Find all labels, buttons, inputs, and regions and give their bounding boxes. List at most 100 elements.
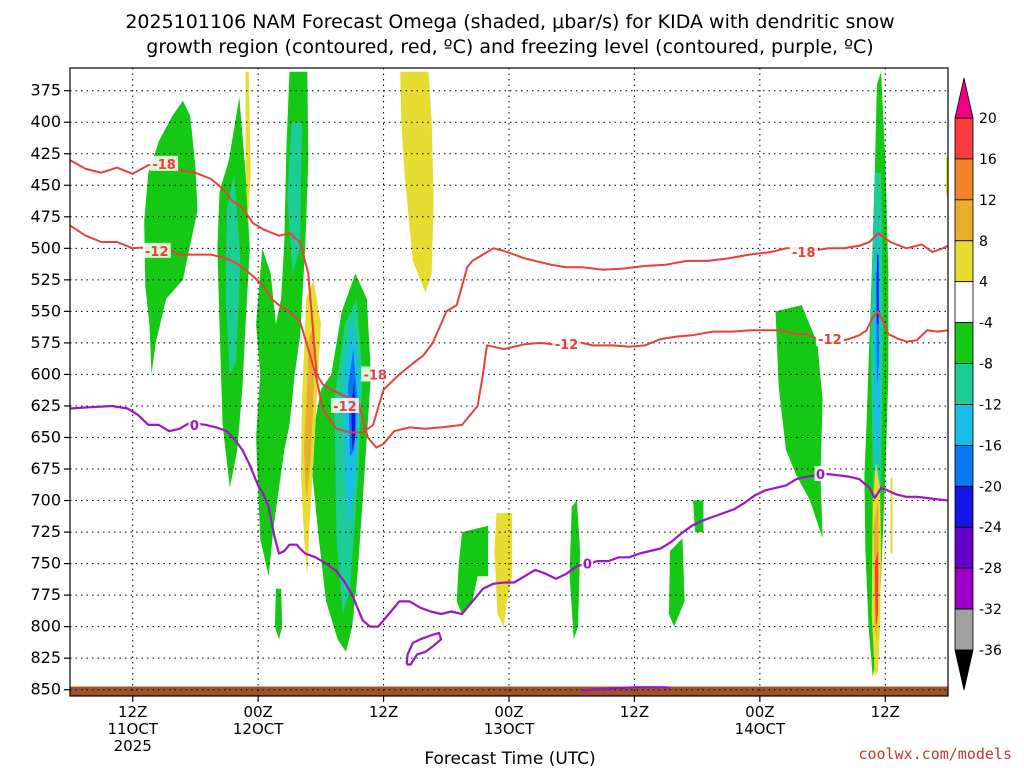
purple-contour-label-2-bg: [581, 555, 594, 571]
omega-region-11: [225, 172, 241, 375]
omega-region-25: [304, 324, 315, 501]
y-tick-label-525: 525: [30, 270, 61, 289]
purple-contour-label-3-bg: [814, 466, 827, 482]
red-contour-label-3-bg: [361, 366, 390, 382]
y-tick-label-575: 575: [30, 333, 61, 352]
y-tick-label-500: 500: [30, 238, 61, 257]
omega-region-20: [876, 254, 879, 324]
x-tick-label-42-2: 13OCT: [484, 720, 535, 738]
ground-fill: [70, 686, 948, 696]
red-contour-label-7-bg: [815, 331, 844, 347]
colorbar-band-4-8: [954, 240, 974, 283]
colorbar-label-20: 20: [979, 111, 997, 127]
red-contour-label-6: -18: [792, 246, 816, 261]
colorbar-label-16: 16: [979, 152, 997, 168]
omega-region-23: [494, 513, 513, 627]
omega-shading: [144, 71, 948, 678]
ground-layer: [70, 686, 948, 696]
colorbar-band--32--28: [954, 567, 974, 610]
y-tick-label-600: 600: [30, 364, 61, 383]
red-contour-label-7: -12: [818, 333, 842, 348]
colorbar-label--36: -36: [979, 643, 1002, 659]
colorbar-band--20--16: [954, 444, 974, 487]
y-tick-label-625: 625: [30, 396, 61, 415]
omega-region-31: [274, 588, 283, 640]
colorbar-label--24: -24: [979, 520, 1002, 536]
y-tick-label-450: 450: [30, 175, 61, 194]
x-tick-label-54-1: 12Z: [620, 703, 649, 721]
omega-region-7: [775, 305, 823, 539]
x-tick-label-18-1: 00Z: [243, 703, 272, 721]
omega-region-10: [693, 500, 704, 533]
purple-contour-label-3: 0: [816, 468, 825, 483]
x-tick-label-42-1: 00Z: [494, 703, 523, 721]
red-contour-label-3: -18: [363, 368, 387, 383]
y-tick-label-400: 400: [30, 112, 61, 131]
chart-title-line-2: growth region (contoured, red, ºC) and f…: [146, 36, 873, 58]
colorbar-label-12: 12: [979, 193, 997, 209]
red-contour-label-5: -12: [555, 338, 579, 353]
red-contour-label-2-bg: [142, 242, 171, 258]
x-tick-label-6-1: 12Z: [118, 703, 147, 721]
purple-contour-1: [70, 404, 948, 628]
x-tick-label-30-1: 12Z: [369, 703, 398, 721]
colorbar-band--4-4: [954, 281, 974, 324]
y-tick-label-700: 700: [30, 491, 61, 510]
colorbar-band--36--32: [954, 608, 974, 651]
omega-region-22: [400, 71, 434, 293]
colorbar-label--28: -28: [979, 561, 1002, 577]
y-tick-label-850: 850: [30, 680, 61, 699]
colorbar-label--16: -16: [979, 438, 1002, 454]
colorbar-band--24--20: [954, 485, 974, 528]
y-tick-label-775: 775: [30, 585, 61, 604]
omega-region-5: [456, 525, 489, 614]
red-contour-label-1: -18: [152, 158, 176, 173]
red-contour-label-1-bg: [150, 155, 179, 171]
purple-contour-label-2: 0: [583, 558, 592, 573]
purple-contour-2: [405, 631, 443, 666]
x-axis-label: Forecast Time (UTC): [424, 749, 595, 768]
colorbar-band--12--8: [954, 363, 974, 405]
y-tick-label-375: 375: [30, 81, 61, 100]
colorbar-band--16--12: [954, 404, 974, 446]
y-tick-label-675: 675: [30, 459, 61, 478]
colorbar-label-8: 8: [979, 234, 988, 250]
purple-contour-label-1: 0: [190, 419, 199, 434]
omega-region-6: [569, 500, 581, 640]
colorbar-band--8--4: [954, 322, 974, 364]
x-tick-label-18-2: 12OCT: [233, 720, 284, 738]
red-contour-1: [70, 159, 948, 449]
colorbar-high-arrow: [954, 77, 974, 119]
colorbar-label--12: -12: [979, 397, 1002, 413]
y-axis: 375 400 425 450 475 500 525 550 575 600 625 650 675 7…: [30, 81, 70, 699]
colorbar-label--20: -20: [979, 479, 1002, 495]
y-tick-label-800: 800: [30, 617, 61, 636]
colorbar-band--28--24: [954, 526, 974, 569]
chart-title-line-1: 2025101106 NAM Forecast Omega (shaded, μ…: [125, 11, 894, 33]
colorbar-label-4: 4: [979, 275, 988, 291]
purple-contour-3: [582, 686, 671, 693]
colorbar-low-arrow: [954, 649, 974, 691]
y-tick-label-650: 650: [30, 427, 61, 446]
x-tick-label-6-2: 11OCT: [107, 720, 158, 738]
x-tick-label-66-1: 00Z: [745, 703, 774, 721]
colorbar-label--32: -32: [979, 602, 1002, 618]
omega-region-1: [144, 100, 198, 375]
red-contour-label-6-bg: [789, 244, 818, 260]
colorbar-band-8-12: [954, 199, 974, 242]
red-contour-label-4: -12: [333, 400, 357, 415]
x-tick-label-6-3: 2025: [114, 737, 152, 755]
y-tick-label-425: 425: [30, 144, 61, 163]
purple-contour-label-1-bg: [188, 416, 201, 432]
y-tick-label-750: 750: [30, 554, 61, 573]
omega-region-9: [668, 538, 685, 627]
y-tick-label-725: 725: [30, 522, 61, 541]
y-tick-label-475: 475: [30, 207, 61, 226]
contour-labels: -18 -12 -18 -12 -12 -18 -12 0 0 0: [142, 155, 844, 573]
colorbar-band-12-16: [954, 158, 974, 201]
red-contour-label-2: -12: [145, 245, 169, 260]
x-tick-label-78-1: 12Z: [871, 703, 900, 721]
y-tick-label-550: 550: [30, 301, 61, 320]
